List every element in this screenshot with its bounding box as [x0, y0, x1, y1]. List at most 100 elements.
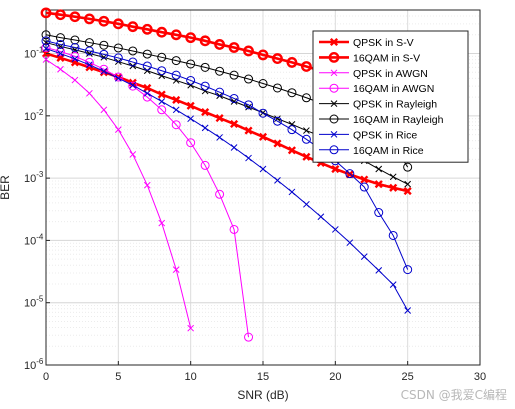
legend-marker: [329, 37, 339, 47]
data-point: [55, 46, 65, 56]
series-line: [45, 47, 250, 338]
data-point: [257, 49, 269, 61]
data-point: [41, 36, 51, 46]
data-point: [70, 51, 80, 61]
data-point: [200, 160, 210, 170]
data-point: [244, 100, 254, 110]
data-point: [186, 75, 196, 85]
legend-marker: [329, 83, 339, 93]
data-point: [84, 13, 95, 25]
y-tick-label: 10-5: [24, 295, 44, 310]
series-16qam-in-awgn: [41, 43, 254, 342]
x-tick-label: 25: [402, 371, 414, 383]
data-point: [186, 101, 195, 110]
data-point: [403, 187, 412, 196]
x-tick-label: 10: [185, 371, 197, 383]
data-point: [199, 35, 211, 47]
legend-label: QPSK in AWGN: [353, 68, 428, 80]
data-point: [287, 146, 296, 155]
data-point: [185, 32, 197, 44]
legend-marker: [330, 69, 338, 77]
data-point: [374, 208, 384, 218]
data-point: [187, 324, 195, 332]
watermark: CSDN @我爱C编程: [400, 388, 507, 402]
data-point: [317, 213, 325, 221]
data-point: [245, 154, 252, 162]
data-point: [70, 43, 80, 53]
data-point: [114, 126, 122, 134]
data-point: [375, 165, 383, 173]
series-16qam-in-rice: [41, 36, 413, 275]
data-point: [403, 265, 413, 275]
data-point: [287, 125, 297, 135]
data-point: [171, 120, 181, 130]
series-qpsk-in-awgn: [42, 56, 195, 332]
data-point: [170, 29, 182, 41]
data-point: [214, 39, 226, 50]
data-point: [360, 253, 368, 260]
x-tick-label: 15: [257, 371, 269, 383]
data-point: [359, 182, 369, 192]
series-qpsk-in-rice: [42, 45, 412, 314]
data-point: [388, 230, 398, 240]
data-point: [272, 83, 282, 93]
data-point: [201, 108, 210, 117]
data-point: [157, 90, 166, 99]
data-point: [272, 53, 283, 64]
data-point: [273, 139, 282, 148]
data-point: [374, 180, 383, 189]
data-point: [158, 98, 166, 105]
data-point: [171, 70, 181, 80]
legend-label: 16QAM in AWGN: [353, 83, 434, 95]
data-point: [229, 224, 239, 234]
data-point: [229, 93, 239, 103]
legend-marker: [328, 52, 340, 63]
data-point: [201, 87, 209, 95]
y-axis-label: BER: [0, 175, 12, 200]
data-point: [143, 181, 151, 189]
data-point: [389, 183, 398, 192]
data-point: [186, 138, 196, 148]
data-point: [55, 9, 66, 21]
data-point: [331, 164, 340, 174]
data-point: [360, 175, 369, 184]
data-point: [215, 114, 224, 123]
data-point: [172, 106, 180, 114]
data-point: [215, 189, 225, 199]
y-tick-label: 10-1: [24, 46, 44, 61]
data-point: [99, 40, 109, 50]
data-point: [345, 169, 355, 179]
data-point: [40, 7, 52, 19]
data-point: [128, 81, 138, 91]
data-point: [129, 81, 137, 89]
data-point: [201, 124, 209, 132]
legend-entry: 16QAM in Rayleigh: [319, 114, 444, 126]
data-point: [258, 132, 268, 141]
data-point: [141, 23, 153, 35]
data-point: [98, 15, 110, 27]
data-point: [301, 134, 311, 144]
data-point: [286, 57, 298, 68]
data-point: [229, 70, 239, 80]
data-point: [71, 55, 79, 63]
data-point: [186, 59, 196, 69]
legend-entry: QPSK in AWGN: [319, 68, 428, 80]
data-point: [86, 89, 93, 97]
y-tick-label: 10-3: [24, 170, 44, 185]
data-point: [187, 115, 195, 123]
legend-label: 16QAM in Rayleigh: [353, 114, 444, 126]
data-point: [99, 49, 109, 59]
x-tick-label: 20: [329, 371, 341, 383]
x-tick-label: 5: [115, 371, 121, 383]
data-point: [303, 200, 310, 208]
data-point: [244, 126, 253, 135]
data-point: [128, 46, 138, 56]
data-point: [216, 134, 223, 141]
data-point: [200, 62, 210, 72]
x-tick-label: 30: [474, 371, 486, 383]
data-point: [331, 226, 339, 233]
data-point: [100, 67, 108, 75]
legend-entry: QPSK in Rice: [319, 129, 417, 141]
data-point: [143, 83, 152, 93]
data-point: [258, 108, 268, 118]
